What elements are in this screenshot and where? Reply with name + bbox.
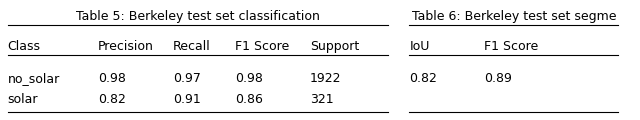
Text: Recall: Recall (173, 40, 211, 53)
Text: Table 6: Berkeley test set segme: Table 6: Berkeley test set segme (412, 10, 616, 23)
Text: 0.97: 0.97 (173, 72, 200, 85)
Text: Support: Support (310, 40, 359, 53)
Text: 0.98: 0.98 (98, 72, 126, 85)
Text: 0.86: 0.86 (235, 93, 263, 106)
Text: 0.89: 0.89 (484, 72, 512, 85)
Text: 0.82: 0.82 (98, 93, 126, 106)
Text: Table 5: Berkeley test set classification: Table 5: Berkeley test set classificatio… (76, 10, 319, 23)
Text: 0.82: 0.82 (410, 72, 437, 85)
Text: F1 Score: F1 Score (484, 40, 538, 53)
Text: Class: Class (8, 40, 40, 53)
Text: IoU: IoU (410, 40, 430, 53)
Text: 321: 321 (310, 93, 333, 106)
Text: F1 Score: F1 Score (235, 40, 289, 53)
Text: solar: solar (8, 93, 38, 106)
Text: 1922: 1922 (310, 72, 341, 85)
Text: 0.98: 0.98 (235, 72, 263, 85)
Text: Precision: Precision (98, 40, 154, 53)
Text: 0.91: 0.91 (173, 93, 200, 106)
Text: no_solar: no_solar (8, 72, 60, 85)
